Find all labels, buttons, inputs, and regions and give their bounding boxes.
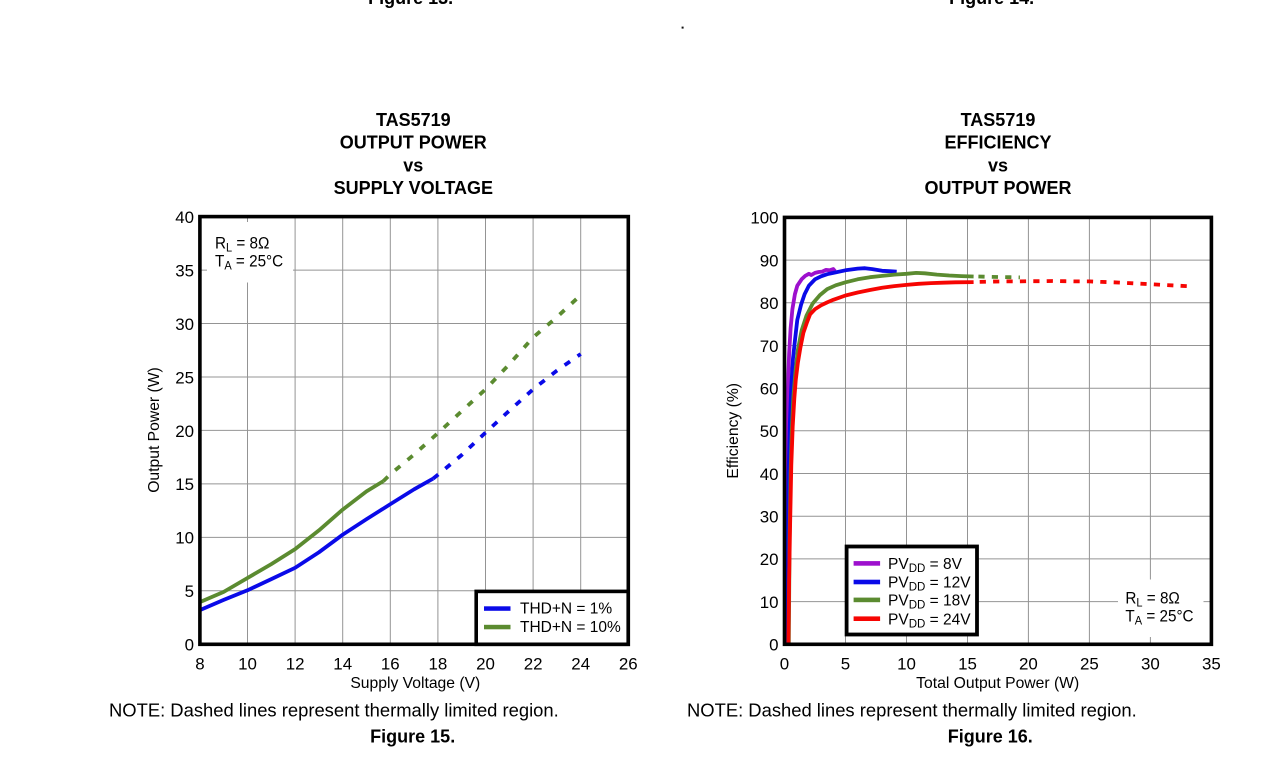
svg-text:0: 0: [185, 636, 194, 655]
svg-text:THD+N = 10%: THD+N = 10%: [520, 619, 621, 636]
svg-text:22: 22: [524, 654, 543, 673]
svg-text:20: 20: [760, 550, 779, 569]
svg-text:TA = 25°C: TA = 25°C: [1125, 608, 1193, 628]
svg-text:15: 15: [175, 475, 194, 494]
svg-text:PVDD = 24V: PVDD = 24V: [888, 611, 971, 630]
svg-text:20: 20: [476, 654, 495, 673]
svg-text:35: 35: [175, 261, 194, 280]
svg-text:RL = 8Ω: RL = 8Ω: [1125, 590, 1180, 610]
svg-text:Figure 15.: Figure 15.: [370, 727, 455, 747]
svg-text:30: 30: [1141, 654, 1160, 673]
svg-text:Figure 13.: Figure 13.: [368, 0, 453, 8]
svg-text:24: 24: [571, 654, 590, 673]
svg-text:10: 10: [897, 654, 916, 673]
svg-text:TAS5719: TAS5719: [961, 110, 1036, 130]
svg-text:PVDD = 8V: PVDD = 8V: [888, 556, 963, 575]
svg-text:26: 26: [619, 654, 638, 673]
svg-text:Figure 14.: Figure 14.: [949, 0, 1034, 8]
svg-text:40: 40: [760, 465, 779, 484]
svg-text:10: 10: [175, 529, 194, 548]
svg-text:5: 5: [185, 582, 194, 601]
svg-text:EFFICIENCY: EFFICIENCY: [944, 133, 1051, 153]
svg-text:25: 25: [175, 368, 194, 387]
svg-text:NOTE: Dashed lines represent t: NOTE: Dashed lines represent thermally l…: [687, 699, 1137, 720]
svg-text:OUTPUT POWER: OUTPUT POWER: [340, 133, 487, 153]
svg-text:30: 30: [760, 508, 779, 527]
svg-text:vs: vs: [988, 155, 1008, 175]
svg-text:PVDD = 12V: PVDD = 12V: [888, 575, 971, 594]
svg-text:Supply Voltage (V): Supply Voltage (V): [350, 675, 480, 692]
svg-text:0: 0: [780, 654, 789, 673]
svg-text:10: 10: [760, 593, 779, 612]
svg-text:100: 100: [750, 209, 778, 228]
svg-text:90: 90: [760, 251, 779, 270]
svg-text:25: 25: [1080, 654, 1099, 673]
svg-text:OUTPUT POWER: OUTPUT POWER: [925, 178, 1072, 198]
svg-text:Efficiency (%): Efficiency (%): [725, 383, 742, 479]
svg-text:14: 14: [333, 654, 352, 673]
svg-text:PVDD = 18V: PVDD = 18V: [888, 593, 971, 612]
svg-text:0: 0: [769, 636, 778, 655]
svg-text:18: 18: [429, 654, 448, 673]
svg-text:RL = 8Ω: RL = 8Ω: [215, 235, 270, 255]
svg-text:Output Power (W): Output Power (W): [146, 367, 163, 493]
svg-text:16: 16: [381, 654, 400, 673]
svg-text:60: 60: [760, 380, 779, 399]
svg-text:SUPPLY VOLTAGE: SUPPLY VOLTAGE: [334, 178, 493, 198]
svg-text:THD+N = 1%: THD+N = 1%: [520, 601, 612, 618]
svg-text:8: 8: [195, 654, 204, 673]
svg-text:10: 10: [238, 654, 257, 673]
svg-text:15: 15: [958, 654, 977, 673]
svg-text:5: 5: [841, 654, 850, 673]
svg-text:40: 40: [175, 208, 194, 227]
svg-text:Total Output Power (W): Total Output Power (W): [916, 675, 1079, 692]
svg-text:Figure 16.: Figure 16.: [948, 727, 1033, 747]
svg-text:80: 80: [760, 294, 779, 313]
svg-text:20: 20: [175, 422, 194, 441]
svg-text:50: 50: [760, 422, 779, 441]
svg-text:NOTE: Dashed lines represent t: NOTE: Dashed lines represent thermally l…: [109, 699, 559, 720]
svg-text:TAS5719: TAS5719: [376, 110, 451, 130]
svg-text:35: 35: [1202, 654, 1221, 673]
svg-text:30: 30: [175, 315, 194, 334]
svg-text:20: 20: [1019, 654, 1038, 673]
svg-text:vs: vs: [403, 155, 423, 175]
svg-text:70: 70: [760, 337, 779, 356]
svg-text:TA = 25°C: TA = 25°C: [215, 253, 283, 273]
svg-text:12: 12: [286, 654, 305, 673]
